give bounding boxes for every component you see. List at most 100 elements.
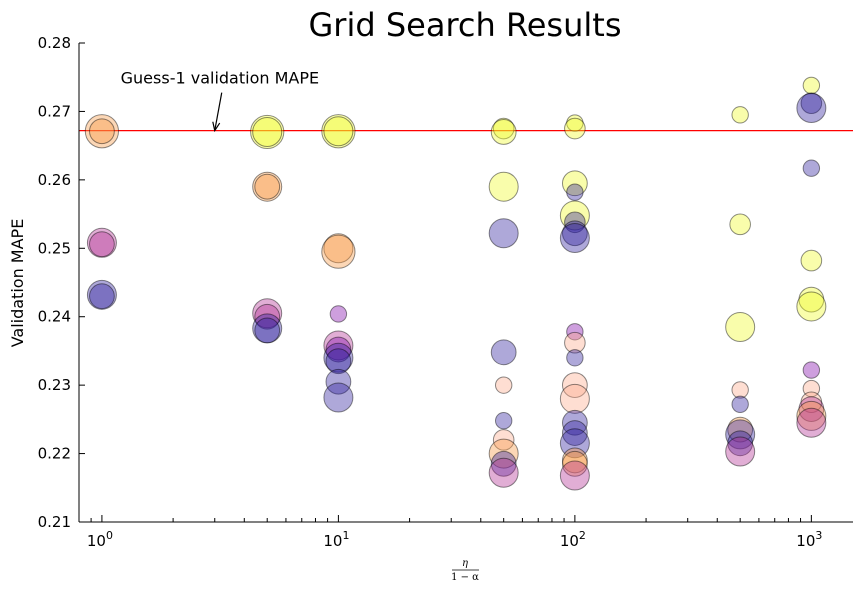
data-point [800,92,823,115]
data-point [325,336,352,363]
data-point [89,283,115,310]
y-tick-label: 0.26 [38,171,71,189]
data-point [86,279,117,310]
data-point [494,412,513,430]
data-point [252,116,283,147]
data-point [802,379,821,398]
data-point [796,407,827,438]
data-point [254,303,281,330]
data-point [796,400,827,431]
data-point [488,457,519,488]
data-point [564,211,586,234]
data-point [323,233,354,264]
data-point [89,118,115,145]
data-point [798,396,825,422]
data-point [488,218,519,249]
data-point [254,317,281,344]
axes: 0.21 0.22 0.23 0.24 0.25 0.26 0.27 0.28 100 101 10… [38,34,853,550]
data-point [559,428,590,459]
x-tick-label: 101 [323,529,349,550]
data-point [727,430,754,457]
x-tick-label: 100 [87,529,113,550]
data-point [798,286,825,313]
data-point [800,249,823,272]
data-point [86,227,117,258]
chart-title: Grid Search Results [309,6,622,44]
data-point [321,114,356,149]
y-tick-label: 0.28 [38,34,71,52]
data-point [561,450,588,477]
data-point [561,447,588,474]
data-point [731,381,749,399]
y-tick-label: 0.24 [38,308,71,326]
y-tick-label: 0.27 [38,102,71,120]
data-point [727,416,754,443]
y-tick-label: 0.21 [38,513,71,531]
data-point [84,114,120,149]
y-axis-label: Validation MAPE [8,219,27,348]
data-point [492,429,515,451]
data-point [802,159,821,177]
data-points [84,76,827,491]
data-point [559,200,590,231]
data-point [559,383,590,414]
data-point [323,382,354,413]
data-point [566,183,584,201]
annotation-text: Guess-1 validation MAPE [121,69,319,88]
data-point [559,223,590,254]
data-point [323,116,354,147]
data-point [566,114,584,132]
data-point [802,361,821,379]
data-point [561,170,588,197]
data-point [323,342,354,373]
data-point [323,330,354,361]
data-point [800,391,823,414]
data-point [252,298,283,329]
data-point [490,119,517,145]
data-point [731,395,749,414]
data-point [559,460,590,491]
data-point [796,93,827,124]
data-point [561,420,588,446]
data-point [731,106,749,124]
data-point [802,76,821,95]
data-point [564,331,586,354]
data-point [561,220,588,247]
data-point [566,323,584,341]
annotation: Guess-1 validation MAPE [121,69,319,133]
data-point [89,231,115,258]
data-point [325,368,352,395]
data-point [488,171,519,202]
annotation-arrowhead [212,121,221,133]
data-point [321,234,356,269]
y-tick-label: 0.22 [38,445,71,463]
data-point [329,305,348,323]
data-point [729,213,751,236]
data-point [490,450,517,477]
annotation-arrow [214,92,223,131]
data-point [325,348,352,375]
x-axis-label: η 1 − α [451,558,479,583]
data-point [796,291,827,322]
data-point [250,114,285,150]
data-point [566,349,584,367]
x-tick-label: 103 [796,529,822,550]
data-point [725,436,756,467]
y-tick-label: 0.23 [38,376,71,394]
data-point [561,372,588,399]
data-point [725,311,756,342]
x-axis-label-numerator: η [462,558,468,569]
data-point [492,117,515,140]
data-point [490,339,517,366]
data-point [725,419,756,450]
x-tick-label: 102 [560,529,586,550]
x-axis-label-denominator: 1 − α [451,572,479,583]
y-tick-label: 0.25 [38,239,71,257]
data-point [254,173,281,200]
data-point [561,409,588,436]
data-point [488,438,519,469]
data-point [564,117,586,140]
data-point [494,376,513,394]
data-point [252,171,283,202]
